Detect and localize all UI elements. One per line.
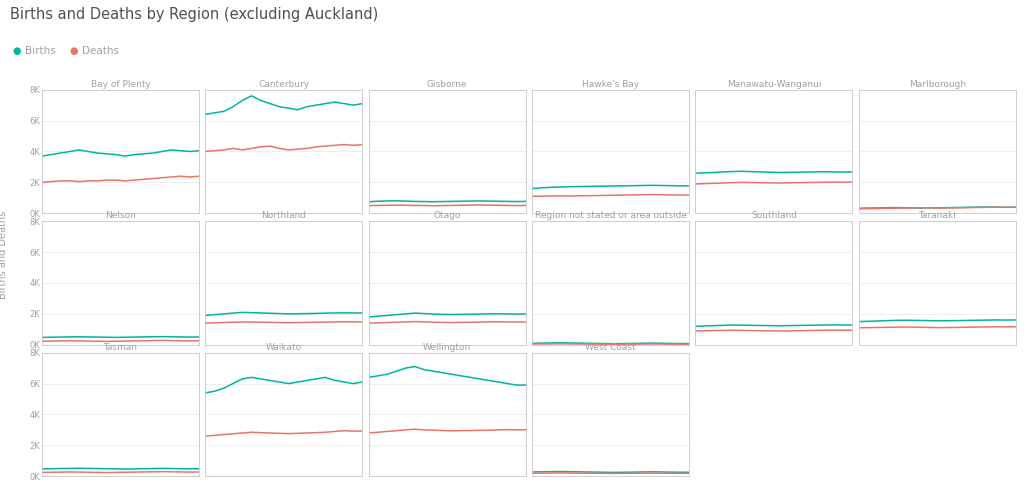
Title: West Coast: West Coast (586, 343, 636, 352)
Title: Region not stated or area outside: Region not stated or area outside (535, 211, 686, 220)
Text: Deaths: Deaths (82, 47, 119, 56)
Text: ●: ● (12, 47, 20, 56)
Title: Manawatu-Wanganui: Manawatu-Wanganui (727, 80, 821, 89)
Text: Births and Deaths by Region (excluding Auckland): Births and Deaths by Region (excluding A… (10, 7, 379, 23)
Text: ●: ● (70, 47, 78, 56)
Text: Births: Births (25, 47, 55, 56)
Title: Hawke's Bay: Hawke's Bay (582, 80, 639, 89)
Title: Southland: Southland (751, 211, 797, 220)
Title: Wellington: Wellington (423, 343, 471, 352)
Title: Otago: Otago (433, 211, 461, 220)
Title: Bay of Plenty: Bay of Plenty (91, 80, 151, 89)
Title: Northland: Northland (261, 211, 306, 220)
Title: Gisborne: Gisborne (427, 80, 468, 89)
Title: Canterbury: Canterbury (258, 80, 309, 89)
Title: Marlborough: Marlborough (908, 80, 966, 89)
Title: Waikato: Waikato (266, 343, 302, 352)
Text: Births and Deaths: Births and Deaths (0, 211, 8, 299)
Title: Nelson: Nelson (105, 211, 136, 220)
Title: Taranaki: Taranaki (919, 211, 956, 220)
Title: Tasman: Tasman (103, 343, 137, 352)
